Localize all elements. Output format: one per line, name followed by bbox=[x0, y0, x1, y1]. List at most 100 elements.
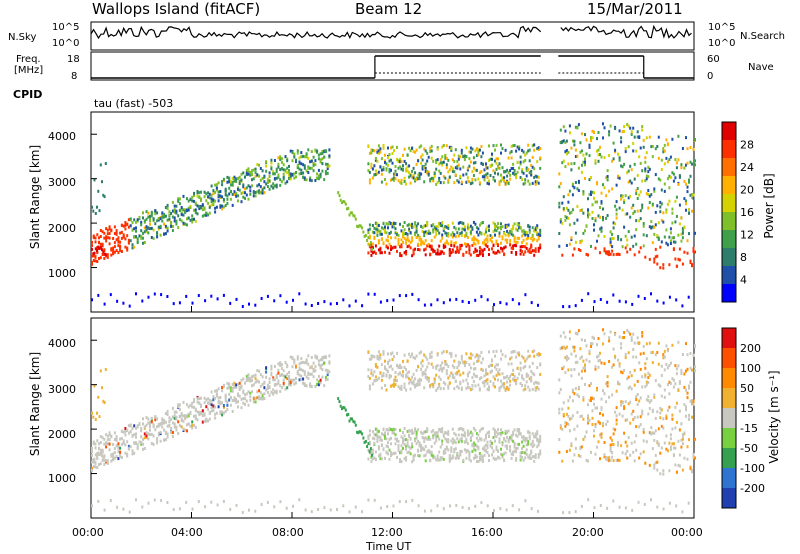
power-cell-2061 bbox=[632, 149, 635, 153]
power-cell-417 bbox=[237, 176, 239, 180]
velocity-cell-1513 bbox=[501, 372, 504, 376]
power-cell-1242 bbox=[456, 179, 459, 183]
velocity-cell-1739 bbox=[337, 397, 340, 401]
power-cell-38 bbox=[103, 231, 106, 235]
velocity-cell-496 bbox=[265, 375, 268, 379]
power-cell-1920 bbox=[596, 137, 598, 141]
power-cell-2330 bbox=[197, 294, 200, 297]
power-cell-2043 bbox=[627, 169, 630, 173]
velocity-cell-121 bbox=[133, 433, 136, 437]
velocity-cell-542 bbox=[280, 366, 283, 370]
power-cell-1419 bbox=[486, 225, 489, 229]
velocity-cell-890 bbox=[397, 365, 400, 369]
power-cell-991 bbox=[414, 150, 417, 154]
power-cell-2245 bbox=[677, 158, 680, 162]
power-cell-187 bbox=[156, 232, 159, 236]
velocity-cell-901 bbox=[399, 366, 401, 370]
power-cell-1787 bbox=[562, 125, 565, 129]
power-cell-1251 bbox=[457, 157, 460, 161]
velocity-cell-2120 bbox=[645, 440, 648, 444]
power-cell-928 bbox=[403, 176, 406, 180]
velocity-cell-814 bbox=[385, 444, 388, 448]
velocity-cell-1544 bbox=[507, 438, 510, 442]
velocity-cell-827 bbox=[387, 352, 389, 356]
power-cell-1525 bbox=[504, 233, 507, 237]
power-cell-942 bbox=[406, 232, 409, 236]
power-cell-1901 bbox=[591, 190, 594, 194]
velocity-cell-115 bbox=[131, 427, 134, 431]
power-cell-2376 bbox=[486, 298, 489, 302]
velocity-cell-744 bbox=[373, 432, 376, 436]
velocity-cell-2241 bbox=[677, 463, 680, 467]
velocity-cell-1776 bbox=[559, 334, 562, 338]
power-cell-664 bbox=[323, 149, 326, 153]
power-cell-1924 bbox=[597, 234, 600, 238]
velocity-cell-1393 bbox=[481, 381, 484, 385]
power-cell-999 bbox=[415, 177, 418, 181]
power-cell-1908 bbox=[593, 131, 595, 134]
power-cell-213 bbox=[164, 206, 167, 209]
velocity-cell-864 bbox=[393, 382, 395, 386]
velocity-cell-2057 bbox=[630, 387, 633, 391]
power-cell-1045 bbox=[423, 147, 426, 151]
power-cell-1594 bbox=[515, 176, 518, 180]
velocity-cell-1614 bbox=[519, 454, 522, 458]
power-cell-1017 bbox=[418, 145, 421, 149]
velocity-cell-1899 bbox=[591, 409, 594, 413]
velocity-cell-1743 bbox=[342, 406, 345, 409]
velocity-cell-1360 bbox=[475, 353, 478, 357]
velocity-cell-1171 bbox=[444, 382, 447, 386]
power-cell-503 bbox=[266, 185, 269, 188]
power-cell-451 bbox=[249, 189, 252, 193]
power-cell-1140 bbox=[439, 252, 442, 256]
velocity-cell-924 bbox=[403, 434, 406, 438]
power-cell-2090 bbox=[638, 155, 641, 159]
power-cell-1108 bbox=[433, 171, 436, 175]
velocity-cell-1518 bbox=[503, 459, 506, 463]
nsky-frame bbox=[90, 21, 695, 51]
power-cell-686 bbox=[94, 247, 97, 251]
velocity-cell-1453 bbox=[492, 436, 495, 439]
power-cell-2032 bbox=[624, 147, 627, 150]
velocity-cell-931 bbox=[405, 444, 408, 448]
power-cell-1834 bbox=[574, 181, 577, 184]
velocity-cell-1623 bbox=[521, 451, 524, 455]
power-cell-281 bbox=[189, 206, 192, 209]
velocity-cell-1753 bbox=[354, 423, 357, 427]
velocity-cell-517 bbox=[272, 392, 275, 396]
power-cell-1323 bbox=[469, 182, 472, 186]
velocity-cell-1122 bbox=[436, 458, 439, 462]
power-cell-77 bbox=[117, 239, 120, 243]
velocity-cell-1539 bbox=[506, 386, 509, 390]
power-cell-2158 bbox=[656, 254, 659, 258]
velocity-cell-150 bbox=[143, 432, 146, 436]
velocity-cell-117 bbox=[131, 452, 134, 456]
velocity-cell-2115 bbox=[645, 380, 648, 384]
velocity-cell-2210 bbox=[668, 469, 671, 473]
power-cell-1074 bbox=[429, 231, 432, 235]
velocity-cell-1261 bbox=[459, 361, 462, 365]
velocity-cell-1919 bbox=[596, 445, 598, 449]
power-cell-766 bbox=[376, 150, 379, 154]
velocity-cell-344 bbox=[210, 390, 213, 394]
power-cell-945 bbox=[406, 169, 409, 173]
power-cell-1791 bbox=[564, 150, 567, 154]
power-cell-1757 bbox=[359, 224, 362, 228]
velocity-cell-341 bbox=[210, 403, 213, 407]
velocity-cell-877 bbox=[396, 455, 398, 459]
power-cell-760 bbox=[376, 228, 379, 232]
power-cell-806 bbox=[384, 225, 386, 229]
velocity-cell-751 bbox=[374, 433, 377, 437]
power-cell-416 bbox=[237, 194, 239, 198]
velocity-cell-1468 bbox=[494, 354, 496, 358]
velocity-cell-1571 bbox=[512, 450, 515, 454]
power-cell-100 bbox=[126, 234, 129, 238]
velocity-cell-2232 bbox=[674, 364, 677, 368]
power-cell-2349 bbox=[317, 302, 320, 305]
velocity-cell-562 bbox=[288, 383, 290, 386]
velocity-cell-1465 bbox=[494, 377, 496, 381]
velocity-cell-1008 bbox=[417, 379, 420, 383]
power-cell-1334 bbox=[472, 238, 475, 242]
velocity-cell-251 bbox=[178, 424, 181, 428]
power-cell-1927 bbox=[597, 159, 600, 163]
